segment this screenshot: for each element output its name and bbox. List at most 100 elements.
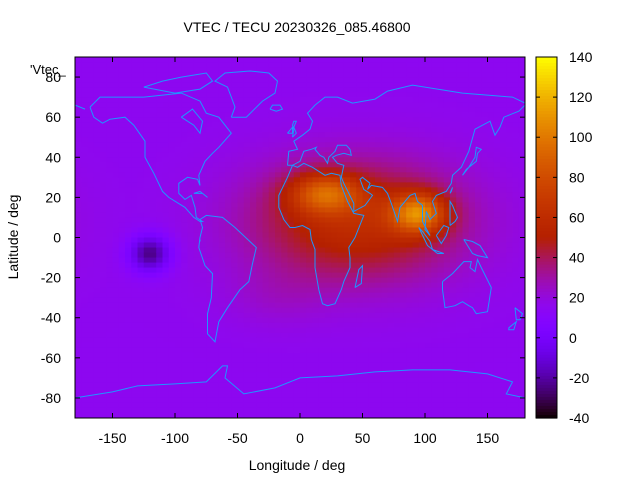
heatmap-cell: [387, 162, 395, 168]
heatmap-cell: [200, 182, 207, 188]
heatmap-cell: [318, 397, 326, 404]
heatmap-cell: [281, 157, 289, 163]
heatmap-cell: [250, 342, 257, 349]
heatmap-cell: [431, 282, 439, 289]
heatmap-cell: [300, 302, 307, 309]
heatmap-cell: [125, 157, 132, 163]
heatmap-cell: [200, 217, 207, 224]
heatmap-cell: [250, 392, 257, 399]
heatmap-cell: [87, 337, 95, 344]
heatmap-cell: [318, 377, 326, 384]
heatmap-cell: [250, 137, 257, 143]
heatmap-cell: [237, 312, 245, 319]
heatmap-cell: [87, 117, 95, 123]
heatmap-cell: [162, 82, 170, 88]
heatmap-cell: [125, 257, 132, 264]
heatmap-cell: [150, 67, 157, 73]
heatmap-cell: [106, 347, 114, 354]
heatmap-cell: [462, 142, 470, 148]
heatmap-cell: [93, 297, 101, 304]
heatmap-cell: [275, 272, 282, 279]
heatmap-cell: [137, 272, 145, 279]
heatmap-cell: [231, 252, 239, 259]
heatmap-cell: [350, 337, 357, 344]
heatmap-cell: [150, 92, 157, 98]
heatmap-cell: [281, 82, 289, 88]
heatmap-cell: [118, 242, 126, 249]
heatmap-cell: [418, 187, 426, 193]
heatmap-cell: [493, 312, 501, 319]
heatmap-cell: [475, 337, 482, 344]
heatmap-cell: [243, 222, 251, 229]
heatmap-cell: [462, 287, 470, 294]
heatmap-cell: [93, 332, 101, 339]
heatmap-cell: [106, 72, 114, 78]
heatmap-cell: [81, 132, 89, 138]
heatmap-cell: [412, 292, 420, 299]
heatmap-cell: [318, 142, 326, 148]
heatmap-cell: [156, 382, 164, 389]
heatmap-cell: [137, 332, 145, 339]
heatmap-cell: [368, 402, 376, 409]
heatmap-cell: [468, 297, 476, 304]
heatmap-cell: [87, 72, 95, 78]
heatmap-cell: [262, 202, 270, 209]
heatmap-cell: [456, 202, 464, 209]
heatmap-cell: [137, 207, 145, 214]
heatmap-cell: [118, 337, 126, 344]
heatmap-cell: [437, 257, 445, 264]
heatmap-cell: [331, 67, 339, 73]
heatmap-cell: [162, 247, 170, 254]
heatmap-cell: [75, 162, 82, 168]
heatmap-cell: [137, 282, 145, 289]
heatmap-cell: [500, 337, 507, 344]
heatmap-cell: [450, 277, 457, 284]
heatmap-cell: [362, 317, 370, 324]
heatmap-cell: [331, 287, 339, 294]
heatmap-cell: [150, 227, 157, 234]
heatmap-cell: [75, 77, 82, 83]
heatmap-cell: [343, 392, 351, 399]
heatmap-cell: [168, 287, 176, 294]
heatmap-cell: [81, 327, 89, 334]
heatmap-cell: [231, 292, 239, 299]
heatmap-cell: [406, 377, 414, 384]
heatmap-cell: [125, 207, 132, 214]
heatmap-cell: [287, 292, 295, 299]
heatmap-cell: [431, 217, 439, 224]
heatmap-cell: [156, 367, 164, 374]
heatmap-cell: [450, 107, 457, 113]
heatmap-cell: [181, 192, 189, 198]
heatmap-cell: [387, 62, 395, 68]
heatmap-cell: [475, 352, 482, 359]
heatmap-cell: [93, 267, 101, 274]
heatmap-cell: [500, 312, 507, 319]
heatmap-cell: [175, 232, 182, 239]
heatmap-cell: [118, 142, 126, 148]
heatmap-cell: [293, 362, 301, 369]
heatmap-cell: [375, 372, 382, 379]
heatmap-cell: [381, 342, 389, 349]
heatmap-cell: [306, 152, 314, 158]
heatmap-cell: [381, 167, 389, 173]
heatmap-cell: [293, 357, 301, 364]
heatmap-cell: [431, 252, 439, 259]
heatmap-cell: [462, 267, 470, 274]
heatmap-cell: [350, 107, 357, 113]
heatmap-cell: [375, 302, 382, 309]
heatmap-cell: [181, 277, 189, 284]
heatmap-cell: [493, 152, 501, 158]
heatmap-cell: [450, 147, 457, 153]
heatmap-cell: [250, 322, 257, 329]
heatmap-cell: [343, 312, 351, 319]
heatmap-cell: [300, 227, 307, 234]
heatmap-cell: [306, 257, 314, 264]
chart-title: VTEC / TECU 20230326_085.46800: [183, 19, 410, 35]
heatmap-cell: [500, 102, 507, 108]
heatmap-cell: [200, 367, 207, 374]
heatmap-cell: [168, 342, 176, 349]
heatmap-cell: [162, 117, 170, 123]
heatmap-cell: [381, 217, 389, 224]
heatmap-cell: [118, 247, 126, 254]
heatmap-cell: [281, 112, 289, 118]
